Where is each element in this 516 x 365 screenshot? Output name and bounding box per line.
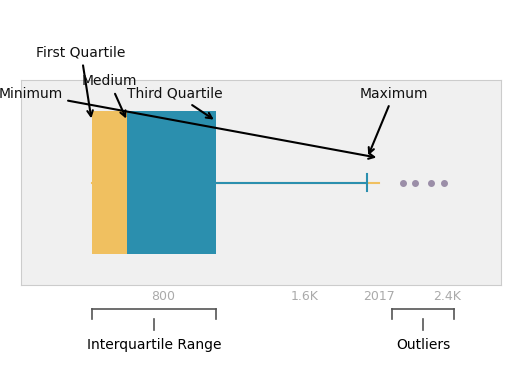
Text: Third Quartile: Third Quartile <box>127 87 223 118</box>
Bar <box>127 111 216 254</box>
Text: First Quartile: First Quartile <box>37 46 126 116</box>
Text: Maximum: Maximum <box>360 87 428 153</box>
Text: Minimum: Minimum <box>0 87 374 159</box>
Bar <box>92 111 127 254</box>
Text: Outliers: Outliers <box>396 338 450 352</box>
Text: Interquartile Range: Interquartile Range <box>87 338 221 352</box>
Text: Medium: Medium <box>82 74 137 116</box>
